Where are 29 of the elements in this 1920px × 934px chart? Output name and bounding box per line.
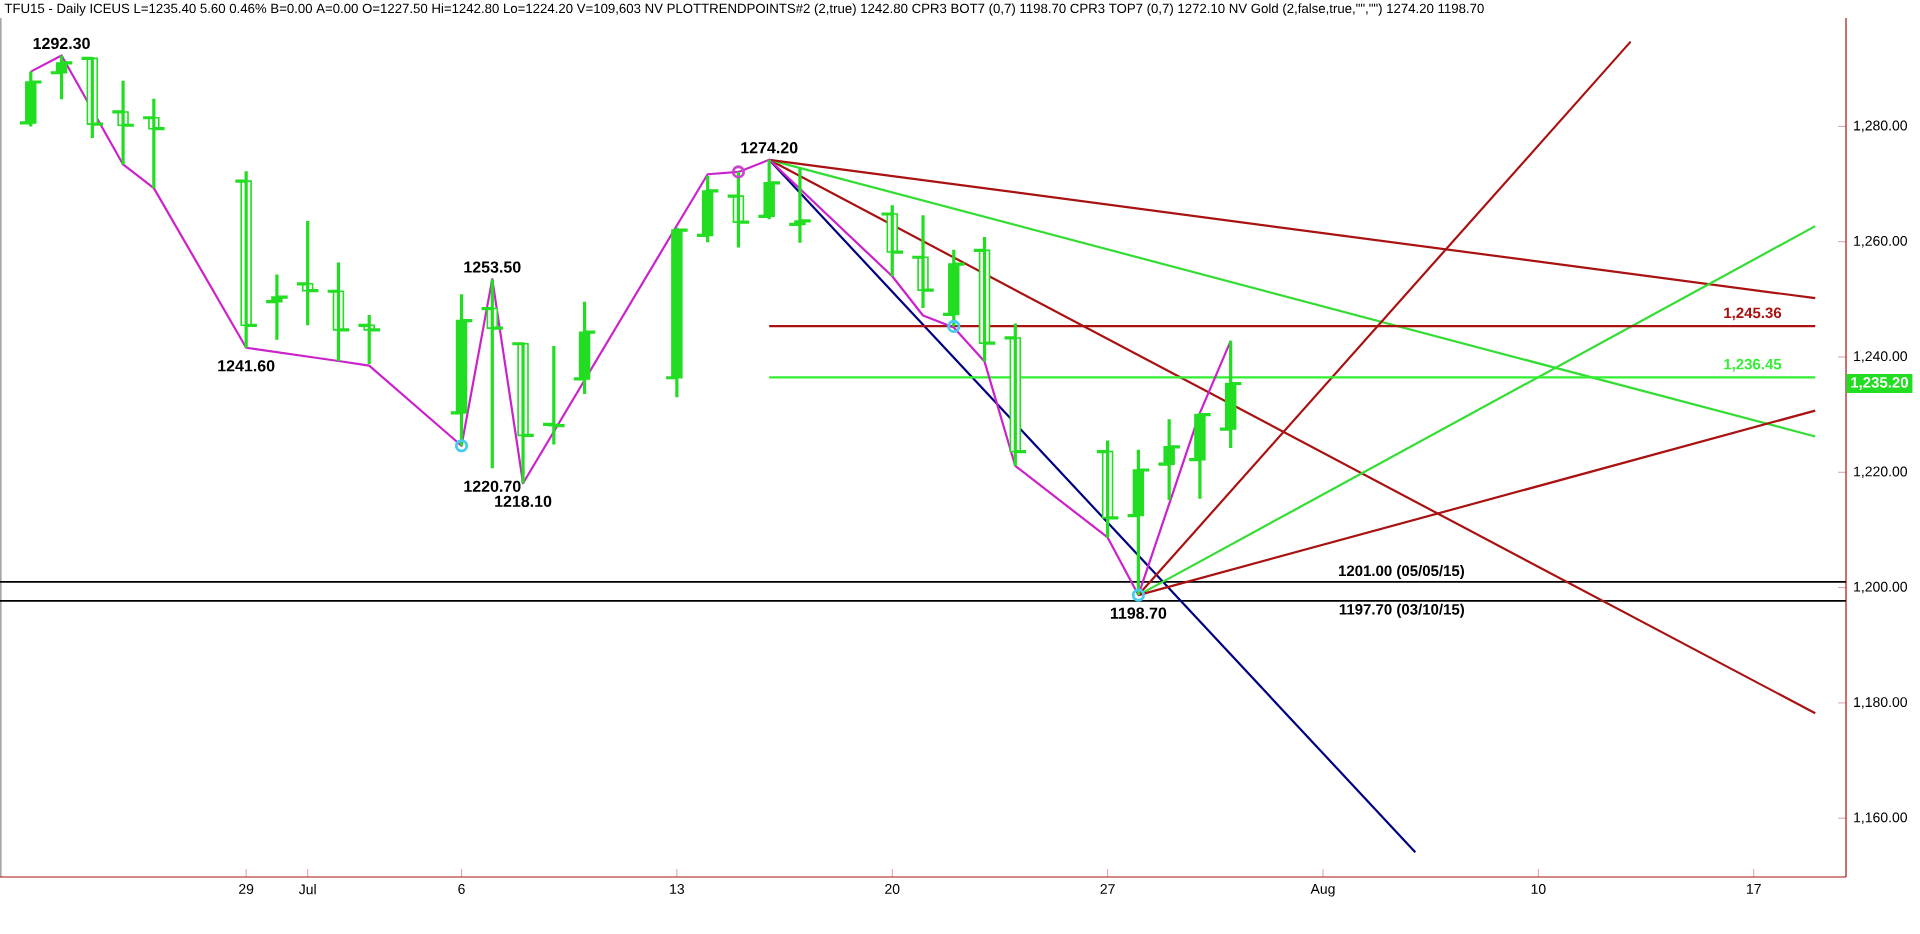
- x-tick-label: Jul: [298, 884, 316, 895]
- ref-line-label: 1197.70 (03/10/15): [1339, 603, 1464, 618]
- series-label: 1,245.36: [1724, 307, 1782, 321]
- annotation: 1241.60: [218, 360, 275, 372]
- x-tick-label: Aug: [1310, 884, 1335, 897]
- x-tick-label: 29: [239, 884, 254, 894]
- annotation: 1292.30: [33, 37, 90, 50]
- x-tick-label: 6: [458, 884, 465, 894]
- annotation: 1198.70: [1110, 607, 1167, 619]
- y-tick-label: 1,200.00: [1854, 581, 1908, 594]
- series-label: 1,236.45: [1724, 358, 1782, 372]
- x-tick-label: 17: [1746, 884, 1761, 894]
- x-tick-label: 13: [670, 884, 685, 894]
- y-tick-label: 1,240.00: [1854, 351, 1908, 363]
- text: 1,235.20: [1851, 377, 1908, 390]
- x-tick-label: 10: [1531, 884, 1546, 894]
- annotation: 1218.10: [495, 495, 552, 507]
- x-tick-label: 20: [885, 884, 900, 894]
- y-tick-label: 1,220.00: [1854, 466, 1908, 479]
- x-tick-label: 27: [1100, 884, 1115, 894]
- y-tick-label: 1,160.00: [1854, 812, 1908, 824]
- y-tick-label: 1,260.00: [1854, 235, 1908, 248]
- y-tick-label: 1,180.00: [1854, 697, 1908, 709]
- chart-title: TFU15 - Daily ICEUS L=1235.40 5.60 0.46% B=0.00 A=0.00 O=1227.50 Hi=1242.80 Lo=1224.20 V=109,603 NV PLOTTRENDPOINTS#2 (2,true) 1242.80 CPR3 BOT7 (0,7) 1198.70 CPR3 TOP7 (0,7) 1272.10 NV Gold (2,false,true,"","") 1274.20 1198.70: [4, 3, 1484, 16]
- y-tick-label: 1,280.00: [1854, 120, 1908, 133]
- ref-line-label: 1201.00 (05/05/15): [1338, 565, 1464, 580]
- annotation: 1274.20: [741, 142, 798, 154]
- annotation: 1220.70: [464, 480, 521, 492]
- annotation: 1253.50: [464, 261, 521, 273]
